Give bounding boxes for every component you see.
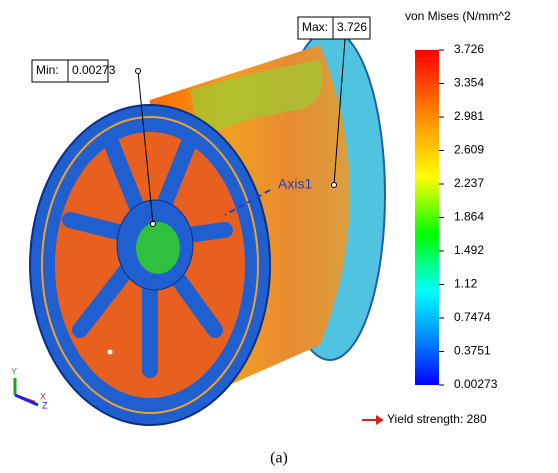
figure: Axis1 Max: 3.726 Min: 0.00273 von Mises … — [0, 0, 558, 473]
axis-label: Axis1 — [278, 176, 312, 192]
color-bar — [415, 50, 439, 385]
legend-label: 1.864 — [454, 210, 484, 224]
legend-label: 0.00273 — [454, 377, 498, 391]
legend-label: 2.237 — [454, 176, 484, 190]
caption: (a) — [270, 450, 288, 467]
min-probe: Min: 0.00273 — [32, 60, 116, 82]
min-value: 0.00273 — [72, 63, 116, 77]
legend-label: 0.3751 — [454, 344, 491, 358]
legend-label: 2.981 — [454, 109, 484, 123]
max-probe: Max: 3.726 — [298, 17, 370, 39]
triad-z: Z — [42, 400, 48, 410]
max-label: Max: — [302, 20, 328, 34]
legend-label: 1.12 — [454, 277, 478, 291]
min-label: Min: — [36, 63, 59, 77]
triad: Y X Z — [11, 366, 48, 410]
legend-label: 2.609 — [454, 143, 484, 157]
legend-label: 1.492 — [454, 243, 484, 257]
legend-title: von Mises (N/mm^2 — [405, 9, 511, 23]
legend-label: 3.726 — [454, 42, 484, 56]
max-value: 3.726 — [337, 20, 367, 34]
yield-label: Yield strength: 280 — [387, 412, 487, 426]
legend-label: 3.354 — [454, 76, 484, 90]
wheel-model — [30, 30, 385, 425]
legend-label: 0.7474 — [454, 310, 491, 324]
legend-labels: 3.726 3.354 2.981 2.609 2.237 1.864 1.492 1.12 0… — [439, 42, 498, 391]
yield-marker — [362, 415, 384, 425]
triad-y: Y — [11, 366, 17, 376]
